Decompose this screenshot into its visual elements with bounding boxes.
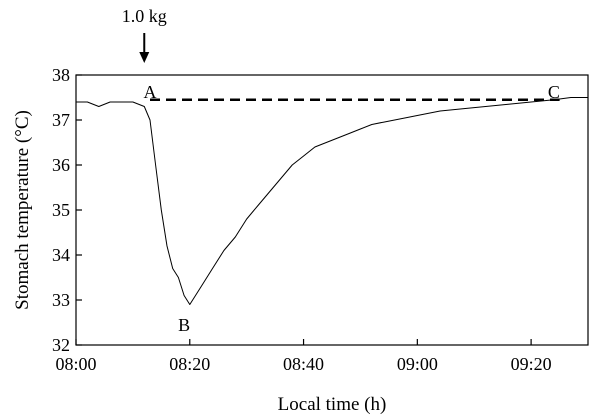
series-layer <box>76 97 588 305</box>
y-tick-label: 36 <box>52 155 70 175</box>
x-axis: 08:00 08:20 08:40 09:00 09:20 <box>55 339 552 374</box>
y-axis: 32 33 34 35 36 37 38 <box>52 65 82 355</box>
annotation-layer: 1.0 kg A B C <box>122 6 560 335</box>
y-tick-label: 34 <box>52 245 70 265</box>
feeding-annotation-label: 1.0 kg <box>122 6 167 26</box>
plot-frame <box>75 74 589 346</box>
y-tick-label: 38 <box>52 65 70 85</box>
y-tick-label: 33 <box>52 290 70 310</box>
x-tick-label: 08:00 <box>55 354 96 374</box>
y-tick-label: 37 <box>52 110 70 130</box>
y-axis-label: Stomach temperature (°C) <box>12 110 33 310</box>
x-tick-label: 08:20 <box>169 354 210 374</box>
point-label-c: C <box>548 82 560 102</box>
point-label-b: B <box>178 315 190 335</box>
arrow-head <box>139 52 150 63</box>
y-tick-label: 32 <box>52 335 70 355</box>
temperature-line <box>76 97 588 305</box>
point-label-a: A <box>143 82 156 102</box>
x-axis-label: Local time (h) <box>278 394 387 415</box>
y-tick-label: 35 <box>52 200 70 220</box>
x-tick-label: 09:00 <box>397 354 438 374</box>
x-tick-label: 09:20 <box>511 354 552 374</box>
x-tick-label: 08:40 <box>283 354 324 374</box>
